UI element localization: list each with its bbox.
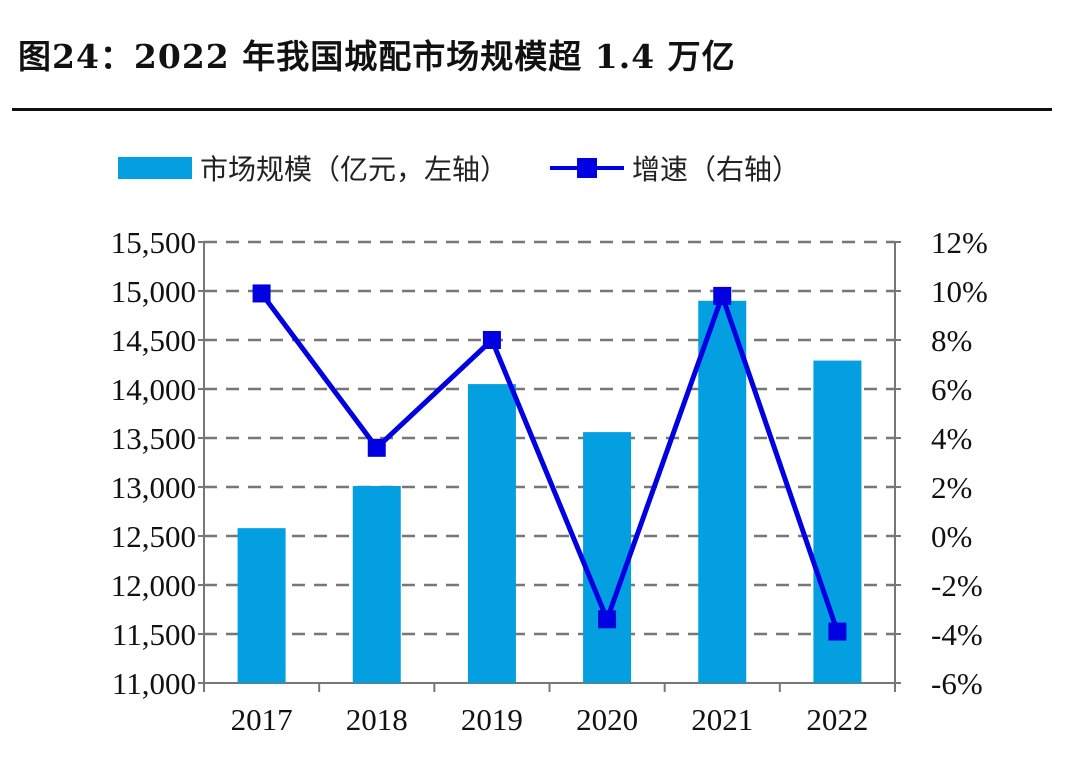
x-tick-label: 2018 (346, 702, 408, 737)
right-tick-label: -6% (931, 666, 983, 701)
left-tick-label: 12,500 (111, 519, 196, 554)
bar-2019 (467, 384, 516, 683)
right-tick-label: -4% (931, 617, 983, 652)
right-tick-label: 4% (931, 421, 972, 456)
legend-bar-swatch (118, 157, 192, 179)
chart-title: 图24：2022 年我国城配市场规模超 1.4 万亿 (18, 37, 736, 76)
left-tick-label: 13,500 (111, 421, 196, 456)
right-tick-label: 12% (931, 225, 988, 260)
right-tick-label: 2% (931, 470, 972, 505)
legend-label-bar: 市场规模（亿元，左轴） (200, 153, 509, 186)
left-tick-label: 11,000 (112, 666, 196, 701)
x-tick-label: 2020 (576, 702, 638, 737)
legend: 市场规模（亿元，左轴） 增速（右轴） (118, 148, 800, 188)
growth-marker-2022 (828, 622, 847, 641)
right-tick-label: 8% (931, 323, 972, 358)
left-tick-label: 11,500 (112, 617, 196, 652)
left-tick-label: 12,000 (111, 568, 196, 603)
right-tick-label: 0% (931, 519, 972, 554)
right-tick-label: 10% (931, 274, 988, 309)
growth-marker-2017 (252, 284, 271, 303)
growth-marker-2018 (367, 438, 386, 457)
growth-marker-2020 (598, 610, 617, 629)
right-tick-label: 6% (931, 372, 972, 407)
left-tick-label: 15,000 (111, 274, 196, 309)
title-divider (12, 108, 1052, 111)
bar-2017 (237, 528, 286, 683)
left-tick-label: 14,000 (111, 372, 196, 407)
legend-label-line: 增速（右轴） (632, 153, 801, 186)
left-tick-label: 14,500 (111, 323, 196, 358)
x-tick-label: 2019 (461, 702, 523, 737)
legend-line-swatch (550, 157, 625, 179)
bar-2018 (352, 486, 401, 683)
bar-2021 (698, 300, 747, 683)
growth-marker-2019 (482, 331, 501, 349)
growth-line (259, 291, 840, 633)
bar-2020 (583, 432, 632, 683)
growth-marker-2021 (713, 286, 732, 305)
x-tick-label: 2022 (806, 702, 868, 737)
x-tick-label: 2017 (231, 702, 293, 737)
left-tick-label: 13,000 (111, 470, 196, 505)
left-tick-label: 15,500 (111, 225, 196, 260)
x-tick-label: 2021 (691, 702, 753, 737)
right-tick-label: -2% (931, 568, 983, 603)
